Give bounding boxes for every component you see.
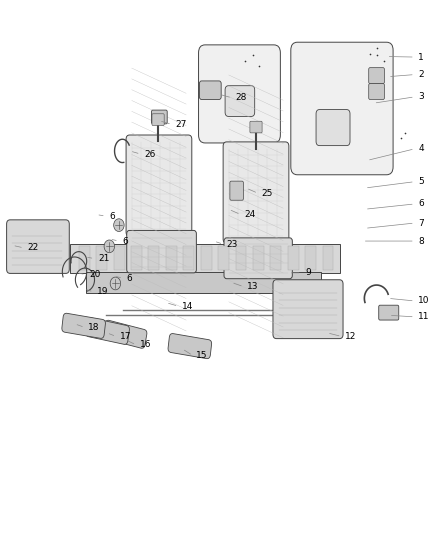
FancyBboxPatch shape <box>62 313 106 338</box>
Text: 19: 19 <box>97 287 109 296</box>
FancyBboxPatch shape <box>152 114 164 125</box>
Bar <box>218 246 229 270</box>
FancyBboxPatch shape <box>379 305 399 320</box>
Text: 1: 1 <box>418 53 424 62</box>
FancyBboxPatch shape <box>199 81 221 100</box>
FancyBboxPatch shape <box>7 220 69 273</box>
Bar <box>166 246 177 270</box>
Text: 25: 25 <box>261 189 273 198</box>
FancyBboxPatch shape <box>230 181 244 200</box>
Bar <box>201 246 212 270</box>
Text: 27: 27 <box>176 120 187 129</box>
Text: 8: 8 <box>418 237 424 246</box>
Text: 7: 7 <box>418 219 424 228</box>
Text: 12: 12 <box>345 332 357 341</box>
Bar <box>184 246 194 270</box>
Text: 4: 4 <box>418 144 424 154</box>
Text: 10: 10 <box>418 296 430 305</box>
FancyBboxPatch shape <box>152 110 167 124</box>
Circle shape <box>110 277 120 290</box>
Text: 13: 13 <box>247 282 259 291</box>
Text: 14: 14 <box>182 302 194 311</box>
Text: 6: 6 <box>122 237 128 246</box>
Text: 20: 20 <box>89 270 101 279</box>
Bar <box>96 246 107 270</box>
Circle shape <box>114 219 124 231</box>
Bar <box>322 246 333 270</box>
Text: 11: 11 <box>418 312 430 321</box>
FancyBboxPatch shape <box>225 86 254 116</box>
FancyBboxPatch shape <box>86 318 130 344</box>
FancyBboxPatch shape <box>273 280 343 338</box>
Text: 3: 3 <box>418 92 424 101</box>
Text: 18: 18 <box>88 323 100 332</box>
FancyBboxPatch shape <box>127 230 196 273</box>
Text: 9: 9 <box>305 268 311 277</box>
Bar <box>114 246 124 270</box>
Text: 28: 28 <box>236 93 247 102</box>
FancyBboxPatch shape <box>168 334 212 359</box>
Text: 6: 6 <box>418 199 424 208</box>
FancyBboxPatch shape <box>369 68 385 84</box>
Text: 21: 21 <box>98 254 110 263</box>
Text: 17: 17 <box>120 332 131 341</box>
Text: 24: 24 <box>244 210 255 219</box>
Text: 15: 15 <box>196 351 208 360</box>
FancyBboxPatch shape <box>369 84 385 100</box>
FancyBboxPatch shape <box>198 45 280 143</box>
FancyBboxPatch shape <box>223 142 289 243</box>
FancyBboxPatch shape <box>291 42 393 175</box>
Bar <box>253 246 264 270</box>
Bar <box>270 246 281 270</box>
FancyBboxPatch shape <box>103 320 147 348</box>
Text: 5: 5 <box>418 177 424 186</box>
Text: 26: 26 <box>144 150 155 159</box>
Text: 23: 23 <box>227 240 238 249</box>
FancyBboxPatch shape <box>224 238 292 279</box>
Bar <box>79 246 90 270</box>
Text: 6: 6 <box>110 212 115 221</box>
Text: 16: 16 <box>140 341 151 350</box>
Bar <box>305 246 316 270</box>
FancyBboxPatch shape <box>250 121 262 133</box>
Text: 2: 2 <box>418 70 424 79</box>
FancyBboxPatch shape <box>126 135 192 236</box>
Text: 22: 22 <box>28 244 39 253</box>
Bar <box>86 272 321 293</box>
Bar <box>131 246 142 270</box>
Bar <box>70 244 340 273</box>
Circle shape <box>104 240 115 253</box>
Bar <box>288 246 299 270</box>
Text: 6: 6 <box>127 273 132 282</box>
Bar <box>236 246 247 270</box>
Bar <box>148 246 159 270</box>
FancyBboxPatch shape <box>316 110 350 146</box>
